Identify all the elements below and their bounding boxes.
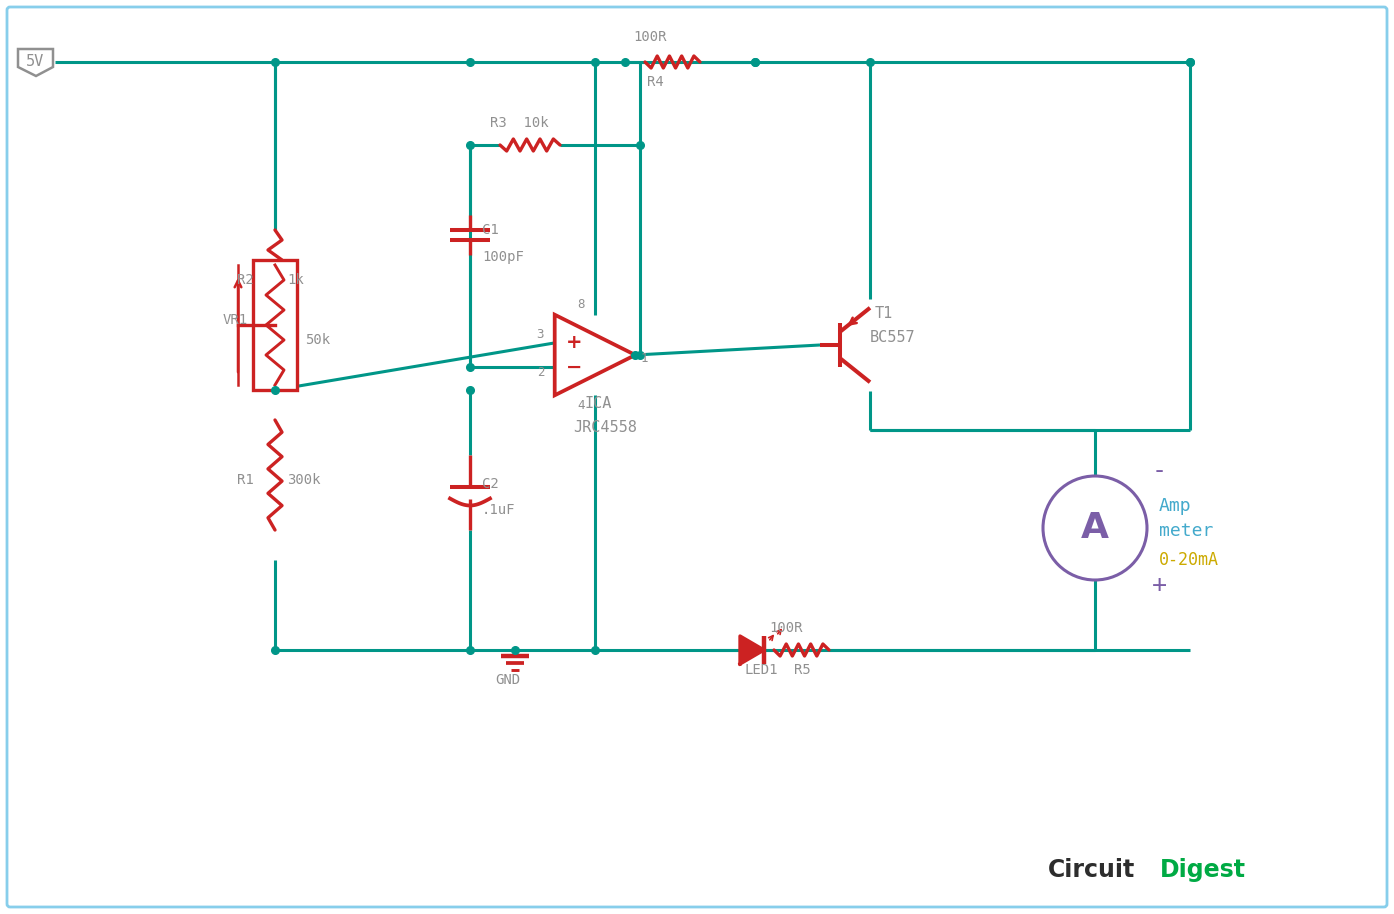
Text: 100R: 100R (633, 30, 666, 44)
Text: +: + (566, 334, 583, 353)
Text: R2: R2 (237, 273, 254, 287)
Text: R1: R1 (237, 473, 254, 487)
Text: BC557: BC557 (870, 330, 916, 345)
Text: 1k: 1k (287, 273, 304, 287)
Text: T1: T1 (875, 305, 894, 321)
Text: 5V: 5V (26, 55, 45, 69)
Text: meter: meter (1158, 522, 1213, 540)
Text: JRC4558: JRC4558 (573, 420, 637, 434)
Text: 100R: 100R (769, 621, 803, 635)
Text: VR1: VR1 (223, 313, 248, 327)
Text: R5: R5 (795, 663, 811, 677)
Text: 3: 3 (537, 328, 544, 342)
Text: A: A (1080, 511, 1110, 545)
Text: GND: GND (495, 673, 520, 687)
Text: C2: C2 (482, 477, 499, 492)
Bar (252, 260, 297, 390)
Text: 4: 4 (577, 399, 584, 412)
Text: 0-20mA: 0-20mA (1158, 551, 1218, 569)
Text: C1: C1 (482, 223, 499, 237)
Text: ICA: ICA (585, 396, 612, 410)
Text: LED1: LED1 (744, 663, 778, 677)
Text: R4: R4 (647, 75, 664, 89)
Text: 1: 1 (640, 353, 648, 366)
Text: Digest: Digest (1160, 858, 1246, 882)
Text: R3  10k: R3 10k (491, 116, 549, 130)
Text: +: + (1151, 573, 1167, 597)
Text: −: − (566, 357, 583, 377)
Text: 300k: 300k (287, 473, 321, 487)
Text: 8: 8 (577, 298, 584, 311)
Polygon shape (740, 636, 764, 664)
Text: Circuit: Circuit (1048, 858, 1135, 882)
Text: 50k: 50k (305, 333, 330, 347)
Text: -: - (1151, 459, 1167, 483)
Text: 2: 2 (537, 366, 544, 378)
Text: .1uF: .1uF (482, 504, 516, 517)
Text: Amp: Amp (1158, 497, 1192, 515)
Text: 100pF: 100pF (482, 250, 524, 264)
